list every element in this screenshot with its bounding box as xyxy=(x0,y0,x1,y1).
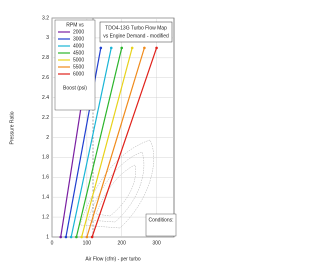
y-tick-label: 3 xyxy=(46,35,49,41)
x-tick-label: 300 xyxy=(152,240,161,246)
series-line xyxy=(81,47,133,238)
point xyxy=(130,46,134,50)
legend-label: 4000 xyxy=(73,43,84,49)
y-tick-label: 1.8 xyxy=(42,155,49,161)
conditions-box xyxy=(145,213,177,237)
point xyxy=(99,46,103,50)
point xyxy=(143,46,146,50)
point xyxy=(85,235,89,239)
y-tick-label: 1.4 xyxy=(42,195,49,201)
legend-label: 5000 xyxy=(73,57,84,63)
y-tick-label: 1.2 xyxy=(42,214,49,220)
legend-box xyxy=(54,19,96,111)
x-tick-label: 100 xyxy=(83,240,92,246)
y-tick-label: 1.6 xyxy=(42,175,49,181)
point xyxy=(120,46,124,50)
legend-label: 5500 xyxy=(73,64,84,70)
y-axis-title: Pressure Ratio xyxy=(9,111,15,144)
point xyxy=(59,235,63,239)
y-tick-label: 2.6 xyxy=(42,75,49,81)
point xyxy=(69,235,73,239)
chart: TDO4-13G Turbo Flow Map vs Engine Demand… xyxy=(9,15,177,262)
point xyxy=(155,46,158,50)
legend-label: 6000 xyxy=(73,71,84,77)
y-tick-label: 2.2 xyxy=(42,115,49,121)
point xyxy=(109,46,113,50)
chart-subtitle: vs Engine Demand - modified xyxy=(103,33,169,39)
legend-label: 4500 xyxy=(73,50,84,56)
chart-title: TDO4-13G Turbo Flow Map xyxy=(105,25,167,31)
series-line xyxy=(75,47,123,238)
annotation: Boost (psi) xyxy=(63,85,87,91)
y-tick-label: 2.8 xyxy=(42,55,49,61)
series-line xyxy=(91,47,158,238)
legend-label: 2000 xyxy=(73,29,84,35)
series-line xyxy=(70,47,112,238)
point xyxy=(64,235,68,239)
y-tick-label: 1 xyxy=(46,234,49,240)
point xyxy=(75,235,78,239)
y-tick-label: 2.4 xyxy=(42,95,49,101)
x-axis-title: Air Flow (cfm) - per turbo xyxy=(85,256,141,262)
point xyxy=(80,235,83,239)
y-tick-label: 2 xyxy=(46,135,49,141)
y-tick-label: 3.2 xyxy=(42,15,49,21)
legend-title: RPM vs xyxy=(66,22,84,28)
point xyxy=(90,235,94,239)
legend-label: 3000 xyxy=(73,36,84,42)
series-line xyxy=(86,47,145,238)
x-tick-label: 0 xyxy=(51,240,54,246)
x-tick-label: 200 xyxy=(118,240,127,246)
title-box xyxy=(99,21,173,43)
annotation: Conditions: xyxy=(148,217,173,223)
